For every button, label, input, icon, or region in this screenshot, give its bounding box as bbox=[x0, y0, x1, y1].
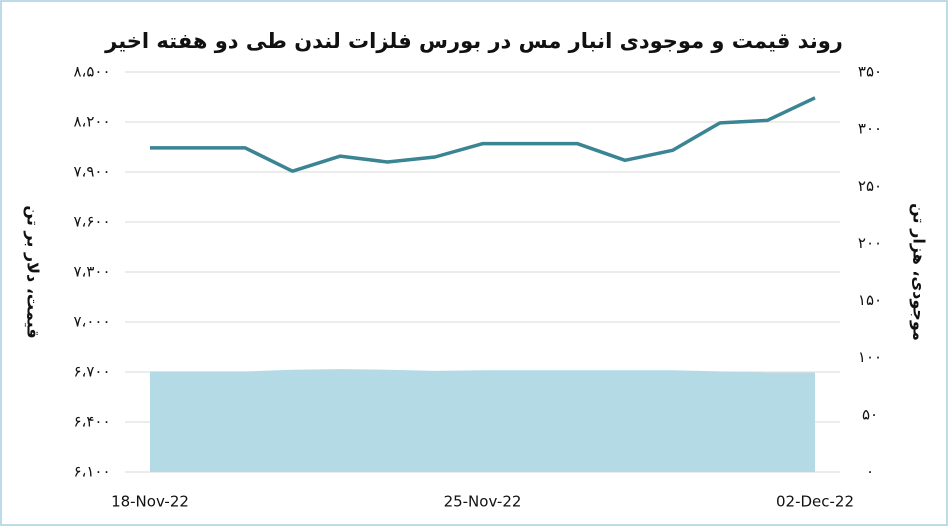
y2-tick-label: ۰ bbox=[866, 463, 874, 481]
area bbox=[150, 369, 815, 472]
y2-tick-label: ۲۰۰ bbox=[858, 234, 882, 252]
y-tick-label: ۶،۷۰۰ bbox=[73, 363, 110, 381]
y-tick-label: ۷،۰۰۰ bbox=[73, 313, 110, 331]
x-tick-label: 02-Dec-22 bbox=[776, 493, 854, 511]
y-tick-label: ۷،۶۰۰ bbox=[73, 213, 110, 231]
y2-tick-label: ۱۰۰ bbox=[858, 348, 882, 366]
y-tick-label: ۶،۱۰۰ bbox=[73, 463, 110, 481]
y-tick-label: ۸،۵۰۰ bbox=[73, 63, 110, 81]
y2-tick-label: ۱۵۰ bbox=[858, 291, 882, 309]
y-tick-label: ۷،۳۰۰ bbox=[73, 263, 110, 281]
y-tick-label: ۷،۹۰۰ bbox=[73, 163, 110, 181]
y2-tick-label: ۳۵۰ bbox=[858, 63, 882, 81]
x-tick-label: 25-Nov-22 bbox=[444, 493, 522, 511]
line bbox=[150, 96, 816, 173]
x-tick-label: 18-Nov-22 bbox=[111, 493, 189, 511]
y-axis-title: قیمت، دلار بر تن bbox=[24, 205, 43, 338]
y2-tick-label: ۲۵۰ bbox=[858, 177, 882, 195]
y-tick-label: ۶،۴۰۰ bbox=[73, 413, 110, 431]
chart-title: روند قیمت و موجودی انبار مس در بورس فلزا… bbox=[104, 29, 843, 53]
y2-axis-title: موجودی، هزار تن bbox=[910, 203, 929, 341]
y-tick-label: ۸،۲۰۰ bbox=[73, 113, 110, 131]
y2-tick-label: ۳۰۰ bbox=[858, 120, 882, 138]
y2-tick-label: ۵۰ bbox=[862, 405, 878, 423]
